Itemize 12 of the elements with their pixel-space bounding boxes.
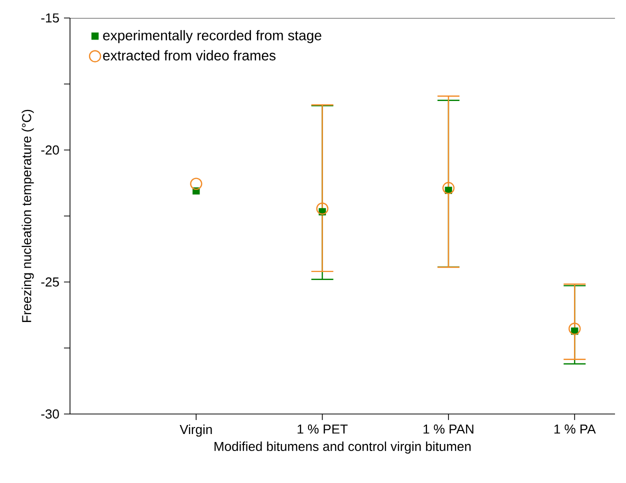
- y-axis-title: Freezing nucleation temperature (°C): [22, 110, 34, 322]
- y-tick-label: -20: [41, 145, 59, 155]
- x-tick-label: Virgin: [180, 424, 212, 437]
- x-tick-label: 1 % PAN: [424, 424, 474, 434]
- x-tick-label: 1 % PET: [298, 424, 348, 434]
- legend-label: experimentally recorded from stage: [103, 30, 322, 44]
- x-tick-label: 1 % PA: [554, 424, 596, 434]
- legend-label: extracted from video frames: [103, 50, 276, 60]
- y-tick-label: -15: [41, 13, 59, 23]
- y-tick-label: -25: [41, 277, 59, 287]
- y-tick-label: -30: [41, 409, 59, 419]
- x-axis-title: Modified bitumens and control virgin bitumen: [214, 442, 471, 454]
